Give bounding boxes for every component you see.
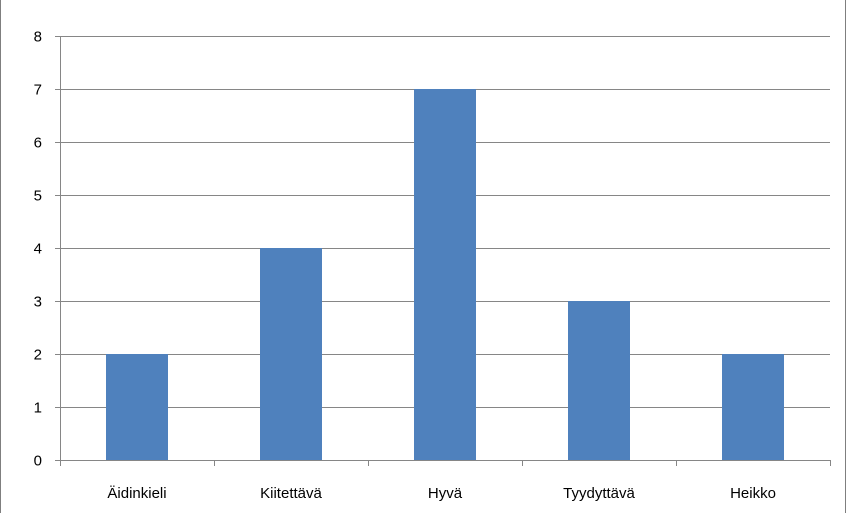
frame-left-border — [0, 0, 1, 513]
bar-5 — [722, 354, 784, 460]
bar-2 — [260, 248, 322, 460]
x-tick-label-5: Heikko — [730, 485, 776, 502]
y-tick-label-2: 2 — [34, 347, 42, 364]
bars — [106, 89, 784, 460]
x-tick-label-4: Tyydyttävä — [563, 485, 635, 502]
bar-1 — [106, 354, 168, 460]
y-tick-label-7: 7 — [34, 82, 42, 99]
y-tick-label-6: 6 — [34, 135, 42, 152]
y-tick-labels: 0 1 2 3 4 5 6 7 8 — [34, 29, 42, 470]
x-tick-label-1: Äidinkieli — [107, 485, 166, 502]
y-tick-label-4: 4 — [34, 241, 42, 258]
y-tick-label-5: 5 — [34, 188, 42, 205]
bar-4 — [568, 301, 630, 460]
y-tick-label-0: 0 — [34, 453, 42, 470]
bar-3 — [414, 89, 476, 460]
y-tick-label-3: 3 — [34, 294, 42, 311]
y-tick-label-8: 8 — [34, 29, 42, 46]
y-tick-label-1: 1 — [34, 400, 42, 417]
x-tick-label-2: Kiitettävä — [260, 485, 322, 502]
x-tick-label-3: Hyvä — [428, 485, 463, 502]
axes — [55, 36, 831, 466]
x-tick-labels: Äidinkieli Kiitettävä Hyvä Tyydyttävä Heikko — [107, 485, 776, 502]
